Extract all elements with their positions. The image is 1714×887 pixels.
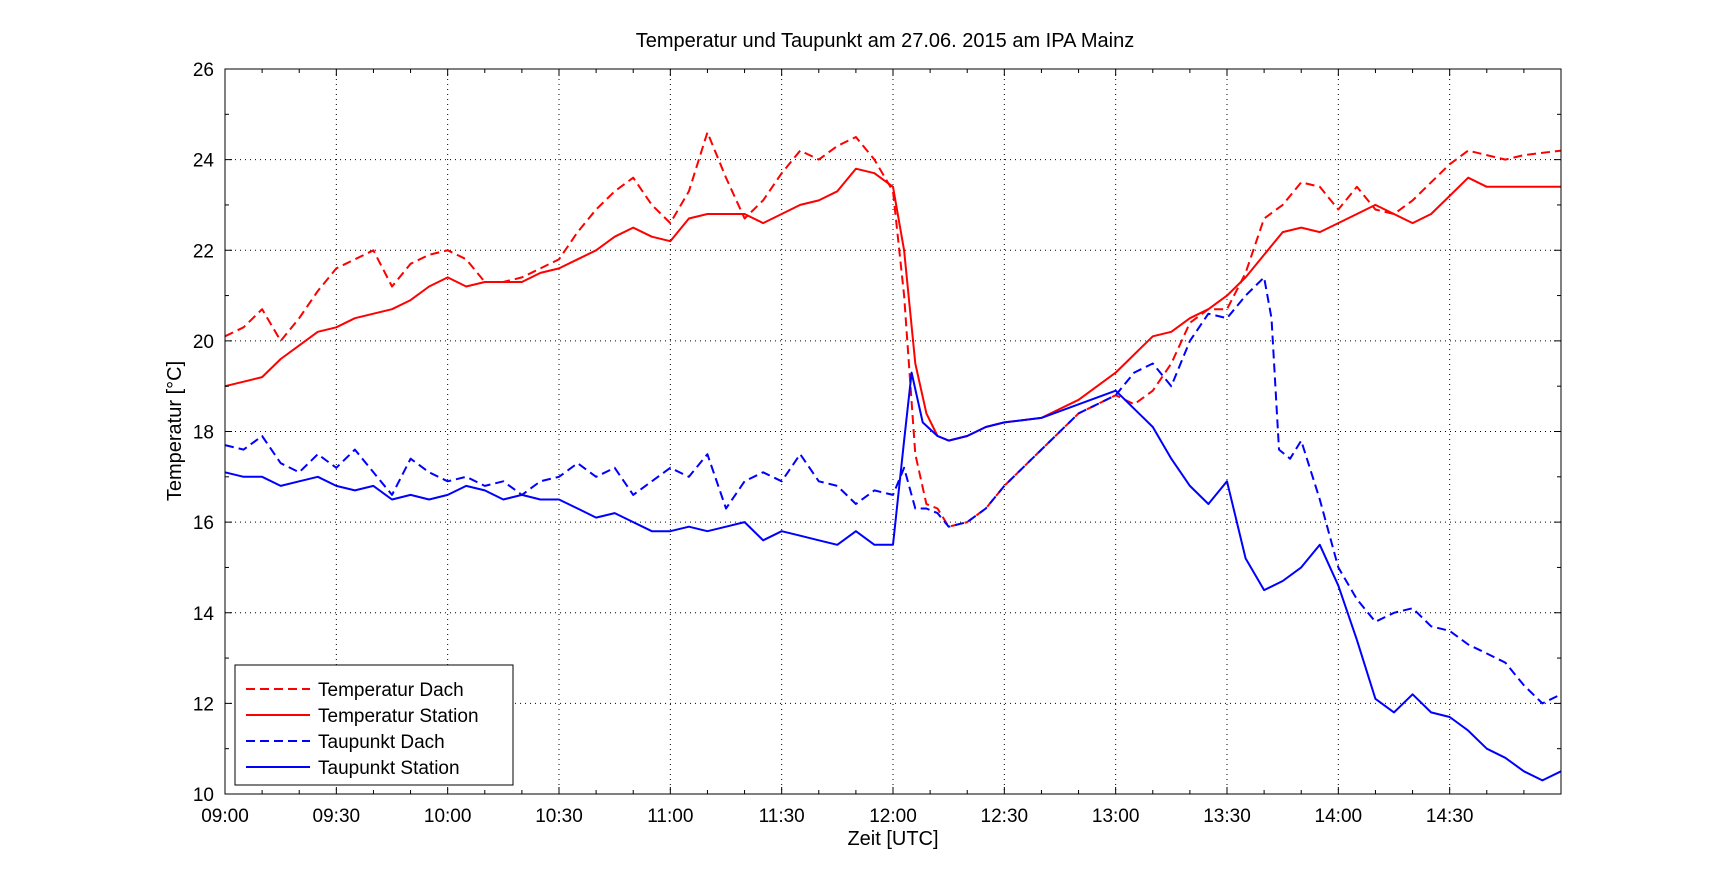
y-tick-label: 24 xyxy=(193,151,215,172)
x-tick-label: 12:00 xyxy=(869,806,917,827)
x-tick-label: 12:30 xyxy=(981,806,1029,827)
series-line-taupunkt-dach xyxy=(224,276,1562,705)
y-tick-label: 18 xyxy=(193,423,214,444)
y-tick-label: 12 xyxy=(193,694,214,715)
x-tick-label: 10:00 xyxy=(424,806,472,827)
x-tick-label: 13:00 xyxy=(1092,806,1140,827)
y-tick-label: 22 xyxy=(193,241,214,262)
legend-label: Taupunkt Dach xyxy=(318,732,445,753)
legend-label: Temperatur Station xyxy=(318,706,479,727)
legend-box xyxy=(234,664,514,786)
x-tick-label: 09:00 xyxy=(201,806,249,827)
chart-title: Temperatur und Taupunkt am 27.06. 2015 a… xyxy=(636,30,1134,52)
y-axis-title: Temperatur [°C] xyxy=(164,361,186,501)
x-tick-label: 13:30 xyxy=(1203,806,1251,827)
y-tick-label: 14 xyxy=(193,604,215,625)
x-tick-label: 10:30 xyxy=(535,806,583,827)
y-tick-label: 20 xyxy=(193,332,214,353)
x-tick-labels: 09:00 09:30 10:00 10:30 11:00 11:30 12:00 12:30… xyxy=(201,806,1473,827)
y-tick-label: 16 xyxy=(193,513,214,534)
axis-ticks xyxy=(224,68,1561,795)
x-tick-label: 11:00 xyxy=(647,806,693,827)
y-tick-label: 26 xyxy=(193,60,214,81)
legend-label: Taupunkt Station xyxy=(318,758,460,779)
x-tick-label: 14:00 xyxy=(1315,806,1363,827)
x-tick-label: 14:30 xyxy=(1426,806,1474,827)
legend-label: Temperatur Dach xyxy=(318,680,464,701)
series-line-temperatur-dach xyxy=(224,131,1562,528)
x-axis-title: Zeit [UTC] xyxy=(847,828,938,850)
legend: Temperatur Dach Temperatur Station Taupunk… xyxy=(234,664,514,786)
series-layer xyxy=(224,131,1562,782)
y-tick-labels: 10 12 14 16 18 20 22 24 26 xyxy=(193,60,215,806)
series-line-taupunkt-station xyxy=(224,371,1562,782)
series-line-temperatur-station xyxy=(224,167,1561,442)
x-tick-label: 09:30 xyxy=(313,806,361,827)
x-tick-label: 11:30 xyxy=(759,806,805,827)
y-tick-label: 10 xyxy=(193,785,214,806)
